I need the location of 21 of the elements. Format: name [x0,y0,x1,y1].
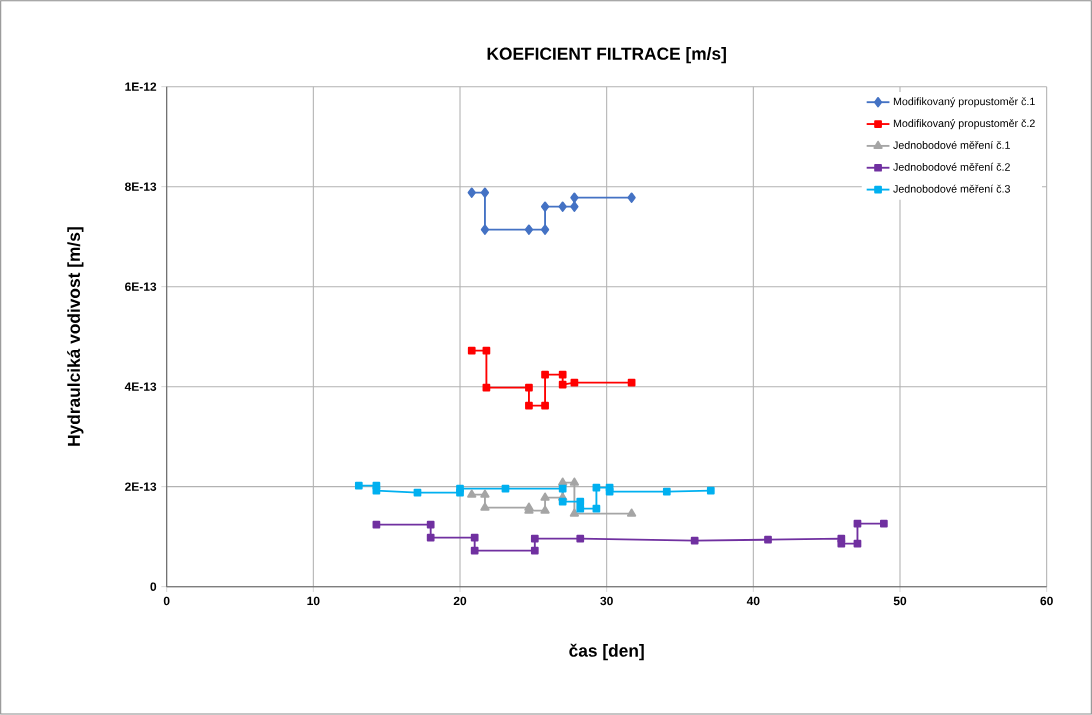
chart-title: KOEFICIENT FILTRACE [m/s] [487,47,726,64]
x-tick-label: 10 [307,596,320,606]
x-axis-title: čas [den] [569,643,644,661]
y-tick-label: 8E-13 [124,182,157,192]
x-tick-label: 40 [746,596,760,606]
legend-label: Modifikovaný propustoměr č.2 [893,119,1035,130]
y-tick-label: 1E-12 [125,82,157,92]
x-tick-label: 50 [893,596,907,606]
y-axis-title: Hydraulciká vodivost [m/s] [67,227,84,446]
x-tick-label: 20 [453,596,467,606]
legend-label: Modifikovaný propustoměr č.1 [893,97,1035,108]
x-tick-label: 60 [1040,596,1053,606]
y-tick-label: 2E-13 [125,482,157,492]
y-tick-label: 0 [150,582,157,592]
legend-label: Jednobodové měření č.2 [893,162,1010,171]
legend-label: Jednobodové měření č.1 [893,141,1010,150]
y-tick-label: 4E-13 [124,382,157,392]
legend-label: Jednobodové měření č.3 [893,184,1010,193]
y-tick-label: 6E-13 [125,282,157,292]
x-tick-label: 0 [163,596,170,606]
x-tick-label: 30 [600,596,613,606]
